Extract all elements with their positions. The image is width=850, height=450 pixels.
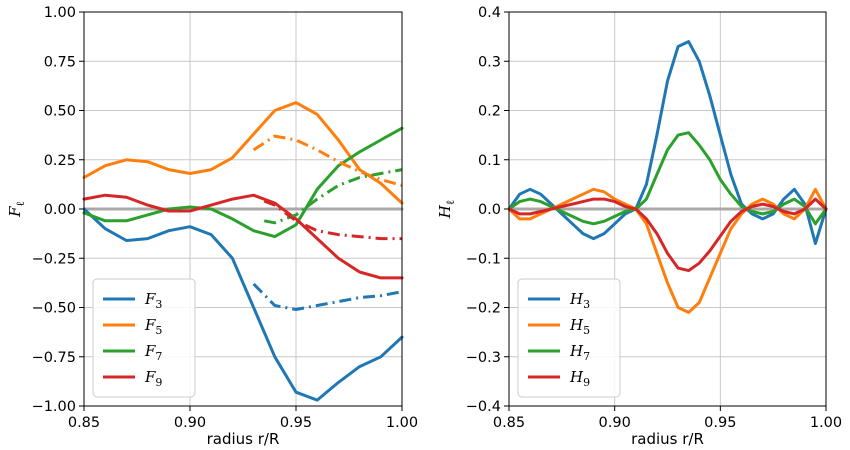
- x-tick-label: 0.95: [280, 415, 312, 431]
- series-line-dashdot: [252, 134, 403, 187]
- y-tick-label: −0.3: [466, 350, 501, 366]
- y-axis-label-sub: ℓ: [14, 201, 27, 206]
- y-tick-label: −1.00: [32, 399, 76, 415]
- y-tick-label: −0.50: [32, 301, 76, 317]
- x-tick-label: 0.90: [174, 415, 206, 431]
- x-tick-label: 0.85: [68, 415, 100, 431]
- legend-label: F9: [144, 368, 162, 389]
- legend-label: F7: [144, 342, 162, 363]
- legend-label-sub: 5: [583, 324, 590, 337]
- series-line: [82, 101, 404, 205]
- legend-label-sub: 3: [155, 298, 162, 311]
- series-line-dashdot: [263, 199, 402, 241]
- legend-label: F3: [144, 290, 162, 311]
- y-tick-label: −0.1: [466, 251, 501, 267]
- x-tick-label: 1.00: [810, 415, 842, 431]
- y-tick-label: 0.75: [44, 54, 76, 70]
- legend-box: [517, 278, 621, 398]
- legend-label-name: F: [144, 290, 156, 308]
- series-line-dashdot: [263, 168, 403, 225]
- legend-label-sub: 7: [155, 350, 162, 363]
- legend-label: H9: [569, 368, 590, 389]
- y-tick-label: 0.25: [44, 153, 76, 169]
- x-tick-label: 1.00: [386, 415, 418, 431]
- series-line: [507, 197, 828, 273]
- y-axis-label: Hℓ: [436, 200, 457, 219]
- legend-label-name: F: [144, 316, 156, 334]
- y-tick-label: 0.1: [478, 153, 501, 169]
- legend-label-name: H: [569, 290, 584, 308]
- plot-frame: [508, 11, 827, 407]
- legend-label-sub: 7: [583, 350, 590, 363]
- y-tick-label: 0.0: [478, 202, 501, 218]
- x-tick-label: 0.95: [704, 415, 736, 431]
- y-tick-label: 1.00: [44, 5, 76, 21]
- y-tick-label: 0.3: [478, 54, 501, 70]
- legend-label: H3: [569, 290, 590, 311]
- y-tick-label: −0.25: [32, 251, 76, 267]
- series-line: [507, 131, 828, 226]
- legend-label-sub: 5: [155, 324, 162, 337]
- series-line: [507, 40, 828, 245]
- y-tick-label: −0.75: [32, 350, 76, 366]
- legend-box: [92, 278, 196, 398]
- left-panel-F: 0.85 0.90 0.95 1.00 1.00 0.75 0.50 0.25 0.00 −0.2…: [6, 5, 418, 448]
- legend-label-name: H: [569, 368, 584, 386]
- x-axis-label: radius r/R: [631, 430, 704, 448]
- legend-label-name: H: [569, 342, 584, 360]
- series-line: [82, 193, 404, 280]
- legend-label-sub: 9: [155, 376, 162, 389]
- legend-label-sub: 9: [583, 376, 590, 389]
- legend-label-sub: 3: [583, 298, 590, 311]
- series-line-dashdot: [252, 282, 403, 311]
- legend-label: H7: [569, 342, 590, 363]
- series-line: [507, 187, 828, 314]
- y-axis-label: Fℓ: [6, 201, 27, 218]
- right-panel-H: 0.85 0.90 0.95 1.00 0.4 0.3 0.2 0.1 0.0 −0.1 −0.2 −…: [436, 5, 842, 448]
- legend-label: F5: [144, 316, 162, 337]
- series-line: [82, 126, 404, 239]
- y-tick-label: 0.50: [44, 104, 76, 120]
- y-tick-label: 0.4: [478, 5, 501, 21]
- legend-label-name: H: [569, 316, 584, 334]
- y-tick-label: 0.2: [478, 104, 501, 120]
- series-line: [82, 207, 404, 402]
- y-tick-label: −0.2: [466, 301, 501, 317]
- x-tick-label: 0.90: [599, 415, 631, 431]
- plot-frame: [83, 11, 403, 407]
- x-axis-label: radius r/R: [207, 430, 280, 448]
- y-tick-label: −0.4: [466, 399, 501, 415]
- y-tick-label: 0.00: [44, 202, 76, 218]
- y-axis-label-sub: ℓ: [444, 200, 457, 205]
- y-axis-label-name: F: [6, 206, 24, 218]
- legend-label: H5: [569, 316, 590, 337]
- legend-label-name: F: [144, 368, 156, 386]
- y-axis-label-name: H: [436, 204, 454, 219]
- legend-label-name: F: [144, 342, 156, 360]
- x-tick-label: 0.85: [493, 415, 525, 431]
